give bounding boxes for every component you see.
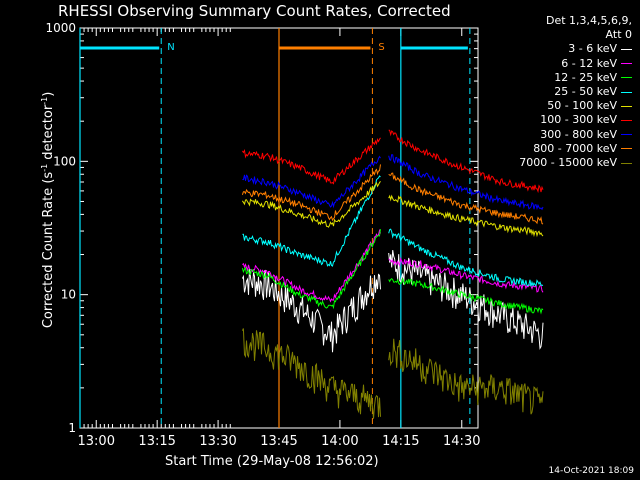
x-tick-label: 13:15 xyxy=(138,434,175,449)
legend-item: 300 - 800 keV xyxy=(519,128,632,142)
legend-item-label: 7000 - 15000 keV xyxy=(519,156,617,170)
x-tick-label: 14:15 xyxy=(382,434,419,449)
legend-swatch xyxy=(621,162,632,164)
legend-item-label: 100 - 300 keV xyxy=(540,113,617,127)
x-axis-label: Start Time (29-May-08 12:56:02) xyxy=(165,454,379,469)
legend-swatch xyxy=(621,91,632,93)
series-line-pre xyxy=(241,137,381,185)
legend-swatch xyxy=(621,148,632,150)
series-line-post xyxy=(388,194,544,238)
legend-swatch xyxy=(621,63,632,65)
legend-item: 25 - 50 keV xyxy=(519,85,632,99)
legend-item-label: 50 - 100 keV xyxy=(547,99,617,113)
series-line-pre xyxy=(241,268,381,353)
series-line-post xyxy=(388,338,544,415)
series-line-post xyxy=(388,154,544,211)
legend-swatch xyxy=(621,134,632,136)
legend-item: 800 - 7000 keV xyxy=(519,142,632,156)
series-line-pre xyxy=(241,229,381,310)
series-line-pre xyxy=(242,155,381,209)
series-line-post xyxy=(388,256,544,293)
flag-label: N xyxy=(167,42,174,53)
series-line-post xyxy=(388,278,544,315)
legend-swatch xyxy=(621,77,632,79)
y-tick-label: 10 xyxy=(61,288,76,302)
series-line-post xyxy=(388,172,544,225)
x-tick-label: 14:00 xyxy=(321,434,358,449)
y-axis-label: Corrected Count Rate (s-1 detector-1) xyxy=(39,91,57,329)
series-line-pre xyxy=(241,164,381,222)
x-tick-label: 13:30 xyxy=(199,434,236,449)
legend: Det 1,3,4,5,6,9, Att 0 3 - 6 keV 6 - 12 k… xyxy=(519,14,632,170)
legend-swatch xyxy=(621,49,632,50)
legend-item-label: 6 - 12 keV xyxy=(561,56,617,70)
series-line-pre xyxy=(242,175,381,267)
legend-item-label: 25 - 50 keV xyxy=(554,85,617,99)
legend-item: 7000 - 15000 keV xyxy=(519,156,632,170)
x-tick-label: 14:30 xyxy=(443,434,480,449)
legend-swatch xyxy=(621,120,632,122)
series-line-pre xyxy=(241,181,381,228)
legend-attenuator: Att 0 xyxy=(605,28,632,42)
series-line-post xyxy=(388,250,544,350)
y-tick-label: 1000 xyxy=(45,21,76,35)
y-tick-label: 1 xyxy=(68,421,76,435)
y-tick-label: 100 xyxy=(53,154,76,168)
series-line-post xyxy=(388,228,544,287)
series-line-pre xyxy=(241,328,381,419)
legend-detectors: Det 1,3,4,5,6,9, xyxy=(545,14,632,27)
legend-item: 12 - 25 keV xyxy=(519,71,632,85)
legend-item: 100 - 300 keV xyxy=(519,113,632,127)
legend-item: 3 - 6 keV xyxy=(519,42,632,56)
legend-item-label: 800 - 7000 keV xyxy=(533,141,617,155)
series-line-post xyxy=(388,129,544,194)
legend-item-label: 12 - 25 keV xyxy=(554,70,617,84)
chart-title: RHESSI Observing Summary Count Rates, Co… xyxy=(58,2,451,20)
legend-item-label: 300 - 800 keV xyxy=(540,127,617,141)
x-tick-label: 13:00 xyxy=(78,434,115,449)
timestamp: 14-Oct-2021 18:09 xyxy=(548,466,634,476)
legend-swatch xyxy=(621,105,632,107)
x-tick-label: 13:45 xyxy=(260,434,297,449)
legend-item: 6 - 12 keV xyxy=(519,57,632,71)
legend-item: 50 - 100 keV xyxy=(519,99,632,113)
flag-label: S xyxy=(378,42,384,53)
legend-item-label: 3 - 6 keV xyxy=(568,42,617,56)
